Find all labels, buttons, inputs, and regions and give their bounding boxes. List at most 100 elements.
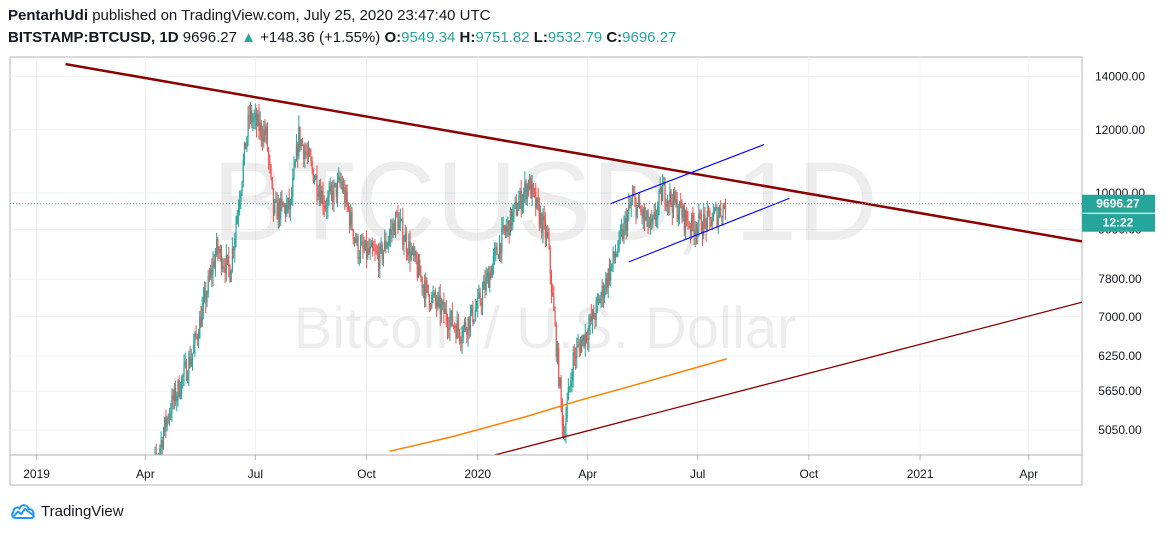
candle-body	[531, 183, 533, 199]
candle-body	[717, 215, 719, 226]
candle-body	[573, 352, 576, 356]
candle-body	[526, 184, 528, 199]
candle-body	[274, 201, 276, 214]
candle-body	[228, 255, 230, 267]
candle-body	[394, 212, 397, 235]
candle-body	[521, 201, 524, 210]
candle-body	[177, 380, 179, 397]
candle-body	[297, 145, 299, 157]
chart-frame	[9, 56, 1083, 486]
candle-body	[165, 417, 167, 427]
time-axis[interactable]: 2019 Apr Jul Oct 2020 Apr Jul Oct 2021 Apr	[23, 455, 1038, 481]
price-axis[interactable]: 14000.0012000.0010000.009000.007800.0070…	[1095, 69, 1145, 437]
candle-body	[456, 320, 458, 339]
high-label: H:	[459, 29, 476, 46]
candle-body	[623, 223, 625, 240]
candle-body	[560, 378, 562, 401]
tradingview-cloud-icon	[11, 504, 35, 519]
candle-body	[620, 229, 623, 232]
candle-body	[589, 315, 591, 326]
candle-body	[664, 182, 666, 204]
candle-body	[399, 219, 401, 222]
candle-body	[524, 182, 526, 193]
candle-body	[628, 205, 630, 214]
low-label: L:	[533, 29, 548, 46]
candle-body	[604, 291, 606, 299]
candle-body	[542, 216, 544, 234]
candle-body	[174, 387, 177, 402]
candle-body	[341, 181, 343, 191]
candle-body	[642, 209, 644, 219]
candle-body	[376, 251, 379, 254]
candle-body	[216, 238, 218, 255]
candle-body	[251, 109, 253, 123]
candle-body	[232, 248, 235, 251]
candle-body	[437, 296, 439, 307]
candle-body	[315, 175, 317, 180]
candle-body	[608, 269, 611, 281]
candle-body	[269, 158, 271, 166]
candle-body	[240, 192, 242, 202]
candle-body	[382, 250, 385, 260]
candle-body	[633, 195, 635, 197]
candle-body	[454, 325, 456, 329]
candle-body	[247, 115, 249, 138]
candle-body	[369, 246, 371, 253]
candle-body	[237, 209, 240, 215]
candle-body	[472, 305, 474, 323]
candle-body	[606, 277, 608, 289]
candle-body	[243, 142, 246, 161]
candle-body	[549, 246, 551, 275]
candle-body	[393, 223, 395, 235]
candle-body	[220, 248, 223, 269]
candle-body	[218, 252, 220, 254]
candle-body	[533, 189, 536, 193]
candle-body	[332, 190, 334, 203]
candle-body	[300, 140, 302, 147]
candle-body	[520, 190, 522, 210]
candle-body	[607, 269, 609, 289]
candle-body	[508, 220, 510, 236]
candle-body	[187, 377, 189, 381]
candle-body	[713, 209, 716, 213]
candle-body	[637, 200, 640, 206]
candle-body	[595, 301, 597, 320]
candle-body	[206, 293, 208, 303]
candle-body	[419, 260, 421, 276]
candle-body	[480, 302, 482, 306]
candle-body	[426, 280, 428, 285]
candle-body	[317, 194, 319, 197]
candle-body	[350, 211, 352, 226]
candle-body	[440, 304, 443, 315]
tradingview-brand: TradingView	[41, 502, 124, 520]
price-tick-label: 7800.00	[1098, 272, 1142, 286]
candle-body	[310, 156, 312, 162]
candle-body	[205, 290, 207, 303]
candle-body	[404, 234, 406, 242]
candle-body	[210, 269, 212, 278]
candle-body	[270, 165, 272, 177]
candle-body	[386, 245, 388, 249]
candle-body	[226, 254, 229, 256]
candle-body	[346, 191, 348, 205]
candle-body	[548, 236, 550, 247]
candle-body	[160, 440, 162, 448]
candle-body	[168, 414, 171, 419]
candle-body	[414, 251, 416, 256]
candle-body	[329, 185, 331, 192]
candle-body	[172, 395, 174, 401]
candle-body	[326, 208, 328, 209]
candle-body	[387, 241, 389, 246]
candle-body	[558, 348, 560, 386]
candle-body	[439, 295, 441, 315]
candle-body	[224, 267, 226, 274]
candle-body	[444, 309, 446, 314]
symbol-label: BITSTAMP:BTCUSD, 1D	[8, 29, 179, 46]
candle-body	[397, 214, 399, 231]
candle-body	[478, 293, 480, 298]
candle-body	[579, 345, 582, 353]
candle-body	[316, 175, 318, 195]
candle-body	[254, 113, 256, 118]
candle-body	[695, 230, 698, 235]
